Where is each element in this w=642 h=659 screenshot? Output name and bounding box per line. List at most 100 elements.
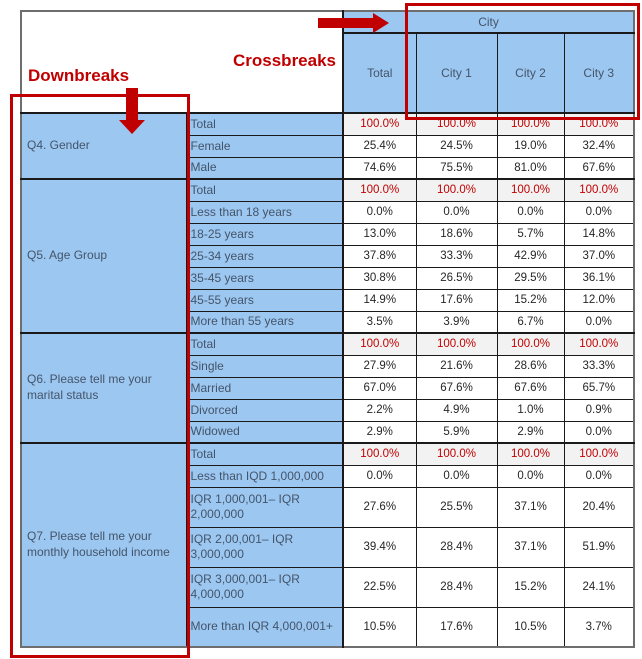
value-cell: 2.9% — [342, 420, 417, 444]
category-cell: 35-45 years — [185, 266, 344, 290]
value-cell: 0.0% — [496, 200, 565, 224]
value-cell: 27.6% — [342, 486, 417, 528]
value-cell: 30.8% — [342, 266, 417, 290]
value-cell: 100.0% — [563, 112, 635, 136]
value-cell: 25.4% — [342, 134, 417, 158]
value-cell: 24.5% — [415, 134, 498, 158]
crossbreaks-arrow-icon — [318, 13, 390, 33]
table-row: Less than IQD 1,000,000 0.0% 0.0% 0.0% 0.0% — [21, 464, 635, 488]
table-row: Q6. Please tell me your marital status To… — [20, 332, 635, 444]
value-cell: 3.7% — [563, 606, 635, 648]
value-cell: 0.0% — [415, 200, 498, 224]
column-header-city3: City 3 — [563, 32, 635, 114]
value-cell: 17.6% — [415, 288, 498, 312]
group-label-cell: Q4. Gender — [20, 112, 187, 180]
category-cell: Total — [185, 178, 344, 202]
value-cell: 28.4% — [415, 566, 498, 608]
value-cell: 39.4% — [342, 526, 417, 568]
value-cell: 37.8% — [342, 244, 417, 268]
value-cell: 15.2% — [496, 288, 565, 312]
value-cell: 21.6% — [415, 354, 498, 378]
value-cell: 27.9% — [342, 354, 417, 378]
value-cell: 65.7% — [563, 376, 635, 400]
table-row: Married 67.0% 67.6% 67.6% 65.7% — [21, 376, 635, 400]
value-cell: 0.9% — [563, 398, 635, 422]
table-row: 35-45 years 30.8% 26.5% 29.5% 36.1% — [21, 266, 635, 290]
value-cell: 28.4% — [415, 526, 498, 568]
table-row: IQR 3,000,001– IQR 4,000,000 22.5% 28.4% 15… — [21, 566, 635, 608]
table-row: Q7. Please tell me your monthly househol… — [20, 442, 635, 648]
value-cell: 28.6% — [496, 354, 565, 378]
value-cell: 37.1% — [496, 486, 565, 528]
value-cell: 100.0% — [496, 442, 565, 466]
value-cell: 10.5% — [496, 606, 565, 648]
value-cell: 26.5% — [415, 266, 498, 290]
value-cell: 42.9% — [496, 244, 565, 268]
value-cell: 29.5% — [496, 266, 565, 290]
table-row: IQR 2,00,001– IQR 3,000,000 39.4% 28.4% 37.… — [21, 526, 635, 568]
value-cell: 2.2% — [342, 398, 417, 422]
value-cell: 20.4% — [563, 486, 635, 528]
value-cell: 13.0% — [342, 222, 417, 246]
table-row: Divorced 2.2% 4.9% 1.0% 0.9% — [21, 398, 635, 422]
table-row: Single 27.9% 21.6% 28.6% 33.3% — [21, 354, 635, 378]
value-cell: 100.0% — [415, 112, 498, 136]
value-cell: 37.1% — [496, 526, 565, 568]
value-cell: 67.6% — [415, 376, 498, 400]
value-cell: 15.2% — [496, 566, 565, 608]
value-cell: 0.0% — [563, 464, 635, 488]
value-cell: 4.9% — [415, 398, 498, 422]
category-cell: IQR 2,00,001– IQR 3,000,000 — [185, 526, 344, 568]
column-header-city2: City 2 — [496, 32, 565, 114]
arrow-shaft — [126, 88, 138, 120]
table-row: More than IQR 4,000,001+ 10.5% 17.6% 10.5% 3… — [21, 606, 635, 648]
value-cell: 24.1% — [563, 566, 635, 608]
value-cell: 51.9% — [563, 526, 635, 568]
value-cell: 32.4% — [563, 134, 635, 158]
value-cell: 3.5% — [342, 310, 417, 334]
category-cell: Male — [185, 156, 344, 180]
arrow-shaft — [318, 18, 373, 28]
downbreaks-label: Downbreaks — [28, 66, 130, 85]
category-cell: Married — [185, 376, 344, 400]
group-label-cell: Q7. Please tell me your monthly househol… — [20, 442, 187, 648]
group-label-cell: Q6. Please tell me your marital status — [20, 332, 187, 444]
value-cell: 3.9% — [415, 310, 498, 334]
category-cell: Female — [185, 134, 344, 158]
value-cell: 6.7% — [496, 310, 565, 334]
value-cell: 67.0% — [342, 376, 417, 400]
value-cell: 36.1% — [563, 266, 635, 290]
value-cell: 14.8% — [563, 222, 635, 246]
table-row: Female 25.4% 24.5% 19.0% 32.4% — [21, 134, 635, 158]
category-cell: 25-34 years — [185, 244, 344, 268]
table-row: 25-34 years 37.8% 33.3% 42.9% 37.0% — [21, 244, 635, 268]
category-cell: More than IQR 4,000,001+ — [185, 606, 344, 648]
table-body: Q4. Gender Total 100.0% 100.0% 100.0% 100.0% F… — [20, 112, 635, 648]
category-cell: Single — [185, 354, 344, 378]
value-cell: 100.0% — [342, 112, 417, 136]
value-cell: 19.0% — [496, 134, 565, 158]
category-cell: 45-55 years — [185, 288, 344, 312]
table-row: Q4. Gender Total 100.0% 100.0% 100.0% 100.0% — [20, 112, 635, 180]
value-cell: 100.0% — [342, 442, 417, 466]
value-cell: 81.0% — [496, 156, 565, 180]
value-cell: 100.0% — [496, 332, 565, 356]
value-cell: 0.0% — [342, 464, 417, 488]
value-cell: 2.9% — [496, 420, 565, 444]
value-cell: 22.5% — [342, 566, 417, 608]
value-cell: 17.6% — [415, 606, 498, 648]
city-banner-header: City — [342, 10, 635, 34]
value-cell: 100.0% — [563, 442, 635, 466]
column-header-row: Total City 1 City 2 City 3 — [21, 32, 635, 114]
value-cell: 74.6% — [342, 156, 417, 180]
value-cell: 10.5% — [342, 606, 417, 648]
crosstab-table: City Total City 1 City 2 City 3 Q4. Gend… — [20, 10, 636, 648]
value-cell: 18.6% — [415, 222, 498, 246]
value-cell: 12.0% — [563, 288, 635, 312]
category-cell: 18-25 years — [185, 222, 344, 246]
table-row: Q5. Age Group Total 100.0% 100.0% 100.0% 100.… — [20, 178, 635, 334]
value-cell: 100.0% — [563, 178, 635, 202]
value-cell: 75.5% — [415, 156, 498, 180]
value-cell: 25.5% — [415, 486, 498, 528]
value-cell: 100.0% — [496, 178, 565, 202]
